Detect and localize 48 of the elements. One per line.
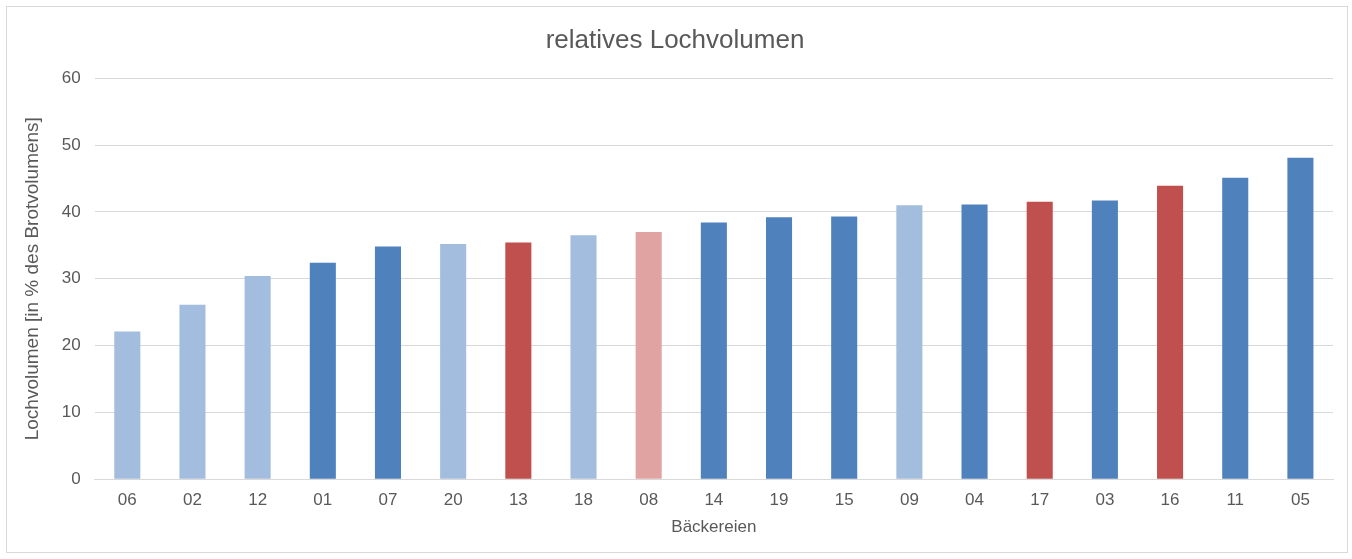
- y-tick-label: 0: [71, 468, 81, 488]
- bar: [1222, 177, 1249, 479]
- bar: [1157, 185, 1184, 479]
- x-axis-title: Bäckereien: [671, 517, 757, 537]
- x-tick-label: 06: [117, 490, 137, 510]
- bar: [114, 331, 141, 479]
- bar: [505, 242, 532, 479]
- y-tick-label: 50: [61, 134, 81, 154]
- x-tick-label: 08: [639, 490, 659, 510]
- x-tick-label: 16: [1160, 490, 1180, 510]
- x-tick-label: 18: [574, 490, 593, 510]
- y-axis-title: Lochvolumen [in % des Brotvolumens]: [20, 117, 42, 441]
- bar: [1091, 200, 1118, 479]
- bar: [570, 235, 597, 479]
- x-tick-label: 19: [769, 490, 789, 510]
- y-tick-label: 60: [61, 67, 81, 87]
- x-tick-label: 15: [834, 490, 854, 510]
- bar: [961, 204, 988, 479]
- chart-title: relatives Lochvolumen: [545, 23, 805, 54]
- y-tick-label: 20: [61, 335, 81, 355]
- y-tick-label: 40: [61, 201, 81, 221]
- bar: [635, 231, 662, 479]
- y-tick-label: 30: [61, 268, 81, 288]
- x-tick-label: 20: [443, 490, 463, 510]
- x-tick-label: 09: [899, 490, 919, 510]
- x-tick-label: 12: [248, 490, 268, 510]
- bar: [1287, 157, 1314, 479]
- x-tick-label: 03: [1095, 490, 1115, 510]
- x-tick-label: 05: [1290, 490, 1310, 510]
- bar: [765, 217, 793, 479]
- bar: [700, 222, 727, 479]
- bar: [440, 243, 467, 479]
- bar: [309, 262, 336, 479]
- x-tick-label: 17: [1030, 490, 1050, 510]
- x-tick-label: 01: [313, 490, 333, 510]
- x-tick-label: 11: [1226, 490, 1245, 510]
- x-tick-label: 13: [508, 490, 528, 510]
- x-tick-label: 07: [378, 490, 398, 510]
- bar: [179, 304, 206, 479]
- bar: [374, 246, 402, 479]
- bar: [896, 205, 923, 479]
- x-tick-label: 14: [704, 490, 724, 510]
- x-tick-label: 02: [183, 490, 202, 510]
- bar: [1026, 201, 1053, 479]
- bar: [244, 276, 271, 479]
- x-tick-label: 04: [965, 490, 985, 510]
- bar: [831, 216, 858, 479]
- y-tick-label: 10: [61, 402, 81, 422]
